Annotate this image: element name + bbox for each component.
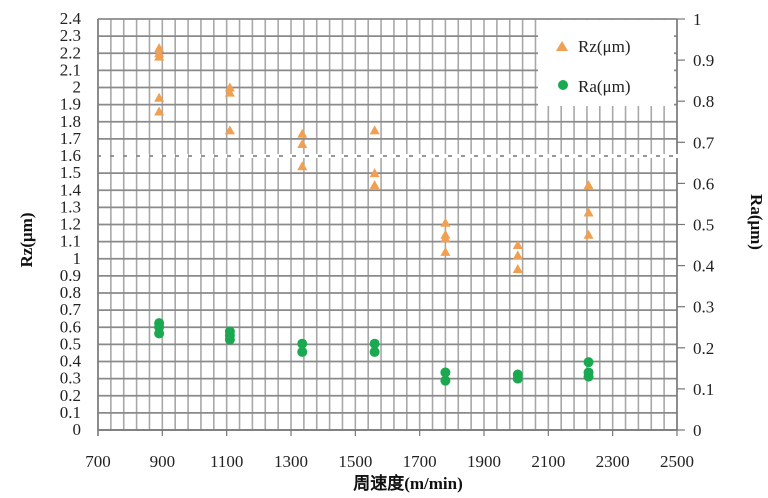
y-right-tick-label: 0 bbox=[693, 421, 702, 440]
y-left-tick-label: 0 bbox=[73, 420, 82, 439]
y-left-tick-label: 0.2 bbox=[60, 386, 81, 405]
y-left-tick-label: 2.1 bbox=[60, 60, 81, 79]
ra-point bbox=[512, 373, 523, 384]
legend-rz-label: Rz(μm) bbox=[578, 37, 631, 56]
rz-point bbox=[224, 82, 235, 92]
x-axis-title: 周速度(m/min) bbox=[353, 473, 463, 493]
y-left-tick-label: 1.5 bbox=[60, 163, 81, 182]
x-tick-label: 1700 bbox=[403, 452, 437, 471]
y-left-axis-title: Rz(μm) bbox=[17, 213, 36, 268]
x-tick-label: 2300 bbox=[596, 452, 630, 471]
rz-point bbox=[154, 43, 165, 53]
rz-point bbox=[154, 106, 165, 116]
ra-point bbox=[440, 375, 451, 386]
y-right-tick-label: 0.4 bbox=[693, 257, 715, 276]
ra-point bbox=[369, 346, 380, 357]
y-right-axis-title: Ra(μm) bbox=[747, 194, 766, 250]
ra-point bbox=[224, 334, 235, 345]
x-tick-label: 900 bbox=[150, 452, 176, 471]
x-tick-label: 1500 bbox=[338, 452, 372, 471]
y-left-tick-label: 1 bbox=[73, 249, 82, 268]
rz-point bbox=[512, 240, 523, 250]
y-left-tick-label: 0.5 bbox=[60, 334, 81, 353]
ra-point bbox=[583, 357, 594, 368]
rz-point bbox=[512, 264, 523, 274]
rz-point bbox=[583, 207, 594, 217]
ra-point bbox=[297, 338, 308, 349]
x-tick-label: 1900 bbox=[467, 452, 501, 471]
y-left-tick-label: 0.1 bbox=[60, 403, 81, 422]
x-tick-label: 2500 bbox=[660, 452, 694, 471]
ra-point bbox=[154, 328, 165, 339]
rz-point bbox=[440, 246, 451, 256]
y-right-tick-label: 1 bbox=[693, 10, 702, 29]
y-right-tick-label: 0.5 bbox=[693, 216, 714, 235]
legend-rz-marker-icon bbox=[556, 41, 568, 51]
x-tick-label: 2100 bbox=[531, 452, 565, 471]
y-left-tick-label: 1.6 bbox=[60, 146, 81, 165]
tick-labels: 700 900 1100 1300 1500 1700 1900 2100 2300 250000… bbox=[60, 9, 715, 471]
rz-point bbox=[369, 180, 380, 190]
y-right-tick-label: 0.9 bbox=[693, 51, 714, 70]
y-left-tick-label: 1.3 bbox=[60, 197, 81, 216]
x-tick-label: 1100 bbox=[210, 452, 243, 471]
y-left-tick-label: 0.7 bbox=[60, 300, 82, 319]
y-left-tick-label: 0.8 bbox=[60, 283, 81, 302]
data-points bbox=[154, 43, 594, 386]
ra-point bbox=[440, 367, 451, 378]
y-left-tick-label: 2 bbox=[73, 78, 82, 97]
x-tick-label: 700 bbox=[85, 452, 111, 471]
rz-point bbox=[583, 229, 594, 239]
legend-ra-label: Ra(μm) bbox=[578, 77, 631, 96]
y-left-tick-label: 1.7 bbox=[60, 129, 82, 148]
y-left-tick-label: 0.4 bbox=[60, 352, 82, 371]
y-left-tick-label: 0.9 bbox=[60, 266, 81, 285]
y-left-tick-label: 1.4 bbox=[60, 180, 82, 199]
rz-point bbox=[297, 128, 308, 138]
rz-point bbox=[440, 233, 451, 243]
rz-point bbox=[369, 125, 380, 135]
x-tick-label: 1300 bbox=[274, 452, 308, 471]
y-left-tick-label: 2.3 bbox=[60, 26, 81, 45]
rz-point bbox=[224, 125, 235, 135]
y-left-tick-label: 0.3 bbox=[60, 369, 81, 388]
y-right-tick-label: 0.1 bbox=[693, 380, 714, 399]
ra-point bbox=[369, 338, 380, 349]
ra-point bbox=[297, 346, 308, 357]
y-left-tick-label: 0.6 bbox=[60, 317, 81, 336]
ra-point bbox=[583, 371, 594, 382]
rz-point bbox=[512, 250, 523, 260]
y-right-tick-label: 0.2 bbox=[693, 339, 714, 358]
y-right-tick-label: 0.3 bbox=[693, 298, 714, 317]
rz-point bbox=[583, 180, 594, 190]
rz-point bbox=[440, 217, 451, 227]
y-left-tick-label: 1.1 bbox=[60, 232, 81, 251]
rz-point bbox=[297, 161, 308, 171]
y-right-tick-label: 0.8 bbox=[693, 92, 714, 111]
rz-point bbox=[154, 92, 165, 102]
y-right-tick-label: 0.6 bbox=[693, 174, 714, 193]
legend: Rz(μm) Ra(μm) bbox=[538, 20, 674, 106]
y-right-tick-label: 0.7 bbox=[693, 133, 715, 152]
rz-point bbox=[224, 87, 235, 97]
y-left-tick-label: 1.9 bbox=[60, 95, 81, 114]
rz-point bbox=[369, 168, 380, 178]
rz-point bbox=[154, 51, 165, 61]
y-left-tick-label: 2.4 bbox=[60, 9, 82, 28]
y-left-tick-label: 2.2 bbox=[60, 43, 81, 62]
rz-point bbox=[297, 139, 308, 149]
legend-box bbox=[538, 20, 674, 106]
y-left-tick-label: 1.2 bbox=[60, 215, 81, 234]
legend-ra-marker-icon bbox=[558, 80, 568, 90]
y-left-tick-label: 1.8 bbox=[60, 112, 81, 131]
